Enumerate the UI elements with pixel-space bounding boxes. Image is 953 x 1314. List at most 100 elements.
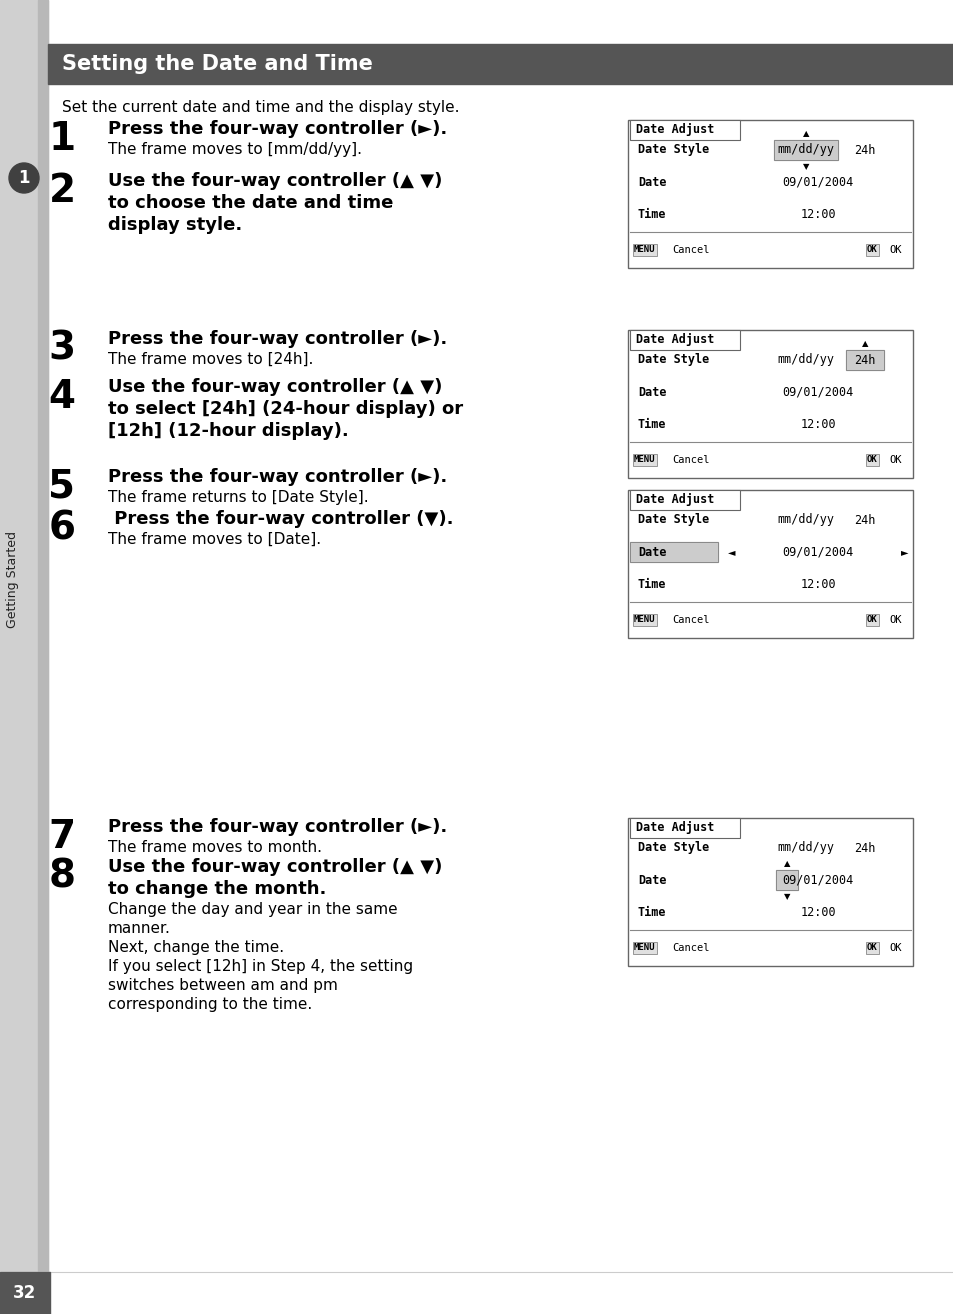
Text: 09/01/2004: 09/01/2004 [781,385,853,398]
Text: Date Style: Date Style [638,143,708,156]
Text: Cancel: Cancel [671,455,709,465]
Text: 32: 32 [13,1284,36,1302]
Text: The frame returns to [Date Style].: The frame returns to [Date Style]. [108,490,368,505]
Bar [629,490,740,510]
Text: mm/dd/yy: mm/dd/yy [777,353,834,367]
Text: 4: 4 [49,378,75,417]
Bar [0,1272,50,1314]
Text: Change the day and year in the same: Change the day and year in the same [108,901,397,917]
Bar [38,0,48,1314]
Text: OK: OK [888,455,901,465]
Bar [627,120,912,268]
Text: 7: 7 [49,819,75,855]
Text: 5: 5 [49,468,75,506]
Text: Cancel: Cancel [671,943,709,953]
Text: OK: OK [866,246,877,255]
Text: mm/dd/yy: mm/dd/yy [777,143,834,156]
Text: MENU: MENU [634,615,655,624]
Text: Press the four-way controller (►).: Press the four-way controller (►). [108,120,447,138]
Text: ▼: ▼ [801,162,808,171]
Text: Time: Time [638,208,666,221]
Text: 2: 2 [49,172,75,210]
Bar [773,141,837,160]
Text: Press the four-way controller (►).: Press the four-way controller (►). [108,330,447,348]
Text: Date Adjust: Date Adjust [636,124,714,137]
Text: mm/dd/yy: mm/dd/yy [777,514,834,527]
Text: Date Adjust: Date Adjust [636,494,714,506]
Bar [629,819,740,838]
Text: Date: Date [638,874,666,887]
Text: ▼: ▼ [783,892,789,901]
Text: display style.: display style. [108,215,242,234]
Text: OK: OK [866,456,877,465]
Text: Setting the Date and Time: Setting the Date and Time [62,54,373,74]
Text: ▲: ▲ [783,859,789,869]
Text: Time: Time [638,418,666,431]
Bar [627,490,912,639]
Text: OK: OK [888,615,901,625]
Text: Date: Date [638,176,666,188]
Bar [0,1272,953,1314]
Bar [629,120,740,141]
Text: to choose the date and time: to choose the date and time [108,194,393,212]
Text: 12:00: 12:00 [800,208,835,221]
Text: 24h: 24h [854,143,875,156]
Text: 09/01/2004: 09/01/2004 [781,874,853,887]
Text: Time: Time [638,577,666,590]
Text: OK: OK [888,943,901,953]
Text: 12:00: 12:00 [800,577,835,590]
Text: 24h: 24h [854,353,875,367]
Text: Next, change the time.: Next, change the time. [108,940,284,955]
Text: ▲: ▲ [801,129,808,138]
Text: 24h: 24h [854,841,875,854]
Bar [0,0,48,1314]
Text: [12h] (12-hour display).: [12h] (12-hour display). [108,422,349,440]
Text: The frame moves to [mm/dd/yy].: The frame moves to [mm/dd/yy]. [108,142,361,156]
Circle shape [9,163,39,193]
Text: Press the four-way controller (►).: Press the four-way controller (►). [108,819,447,836]
Text: Use the four-way controller (▲ ▼): Use the four-way controller (▲ ▼) [108,172,442,191]
Text: 09/01/2004: 09/01/2004 [781,545,853,558]
Text: 3: 3 [49,330,75,368]
Bar [775,870,797,890]
Text: Date Adjust: Date Adjust [636,334,714,347]
Text: Press the four-way controller (▼).: Press the four-way controller (▼). [108,510,453,528]
Text: 1: 1 [18,170,30,187]
Text: If you select [12h] in Step 4, the setting: If you select [12h] in Step 4, the setti… [108,959,413,974]
Text: 09/01/2004: 09/01/2004 [781,176,853,188]
Text: OK: OK [866,943,877,953]
Text: Cancel: Cancel [671,244,709,255]
Bar [845,350,883,371]
Text: 1: 1 [49,120,75,158]
Text: 8: 8 [49,858,75,896]
Text: The frame moves to [24h].: The frame moves to [24h]. [108,352,313,367]
Text: mm/dd/yy: mm/dd/yy [777,841,834,854]
Bar [845,350,883,371]
Text: MENU: MENU [634,456,655,465]
Text: Cancel: Cancel [671,615,709,625]
Text: manner.: manner. [108,921,171,936]
Text: 12:00: 12:00 [800,418,835,431]
Bar [773,141,837,160]
Bar [627,330,912,478]
Text: The frame moves to [Date].: The frame moves to [Date]. [108,532,321,547]
Text: OK: OK [866,615,877,624]
Text: corresponding to the time.: corresponding to the time. [108,997,312,1012]
Text: ►: ► [900,547,907,557]
Text: Getting Started: Getting Started [7,531,19,628]
Bar [629,541,718,562]
Text: 6: 6 [49,510,75,548]
Text: switches between am and pm: switches between am and pm [108,978,337,993]
Bar [629,330,740,350]
Text: Date Style: Date Style [638,514,708,527]
Text: 12:00: 12:00 [800,905,835,918]
Text: Set the current date and time and the display style.: Set the current date and time and the di… [62,100,459,116]
Text: ▲: ▲ [861,339,867,348]
Text: The frame moves to month.: The frame moves to month. [108,840,322,855]
Text: Date Style: Date Style [638,353,708,367]
Text: Use the four-way controller (▲ ▼): Use the four-way controller (▲ ▼) [108,858,442,876]
Text: 24h: 24h [854,514,875,527]
Bar [629,541,718,562]
Text: Date Adjust: Date Adjust [636,821,714,834]
Text: MENU: MENU [634,943,655,953]
